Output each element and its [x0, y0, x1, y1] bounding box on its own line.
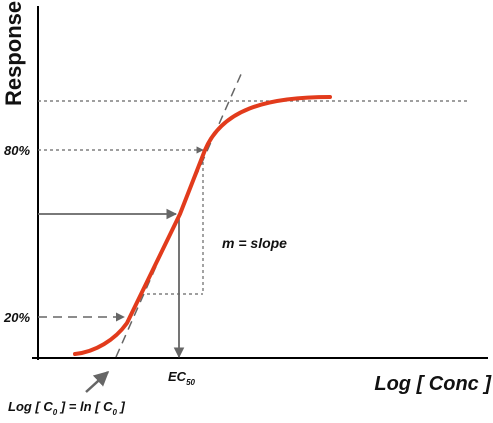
low-level-label: 20% [3, 310, 30, 325]
response-curve [73, 95, 332, 356]
c0-pointer-arrow [85, 370, 110, 393]
ec50-label: EC50 [168, 369, 196, 387]
x-axis-title: Log [ Conc ] [374, 373, 492, 395]
c0-label: Log [ C0 ] = ln [ C0 ] [8, 399, 126, 417]
slope-label: m = slope [222, 235, 287, 251]
high-level-label: 80% [4, 143, 30, 158]
y-axis-title: Response [1, 1, 26, 106]
